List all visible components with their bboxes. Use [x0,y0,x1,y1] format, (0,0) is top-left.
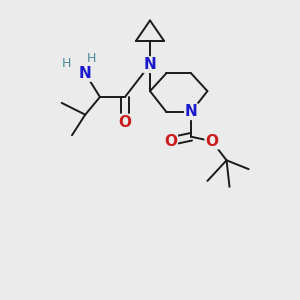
Text: N: N [144,57,156,72]
Text: N: N [185,104,198,119]
Text: O: O [205,134,218,149]
Text: H: H [61,57,71,70]
Text: N: N [79,66,92,81]
Text: H: H [86,52,96,65]
Text: O: O [118,115,131,130]
Text: O: O [164,134,177,149]
